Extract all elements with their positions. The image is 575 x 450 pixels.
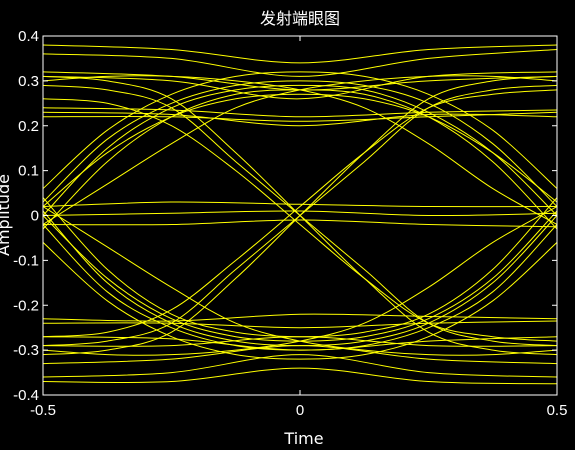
eye-trace-23 <box>43 210 557 347</box>
eye-trace-24 <box>43 224 557 351</box>
eye-trace-37 <box>43 206 557 356</box>
y-tick-label: 0.4 <box>18 28 39 45</box>
eye-trace-33 <box>43 89 557 338</box>
eye-trace-26 <box>43 242 557 360</box>
chart-title: 发射端眼图 <box>260 9 340 28</box>
y-tick-label: 0.1 <box>18 163 39 180</box>
x-axis-label: Time <box>283 429 323 448</box>
y-tick-label: -0.2 <box>13 297 39 314</box>
eye-trace-2 <box>43 49 557 77</box>
eye-trace-8 <box>43 313 557 322</box>
eye-trace-21 <box>43 71 557 189</box>
eye-trace-17 <box>43 219 557 228</box>
eye-trace-4 <box>43 71 557 100</box>
eye-trace-35 <box>43 75 557 225</box>
y-tick-label: -0.3 <box>13 342 39 359</box>
eye-trace-30 <box>43 98 557 342</box>
eye-trace-16 <box>43 210 557 217</box>
x-tick-label: 0 <box>296 402 304 419</box>
eye-trace-19 <box>43 84 557 216</box>
eye-trace-13 <box>43 354 557 378</box>
trace-group <box>43 44 557 385</box>
eye-trace-14 <box>43 367 557 385</box>
eye-trace-15 <box>43 201 557 208</box>
x-axis-ticks: -0.5 0 0.5 <box>30 36 567 419</box>
eye-trace-32 <box>43 84 557 347</box>
y-tick-label: 0.2 <box>18 118 39 135</box>
y-tick-label: -0.4 <box>13 387 39 404</box>
x-tick-label: -0.5 <box>30 402 56 419</box>
y-axis-ticks: -0.4 -0.3 -0.2 -0.1 0 0.1 0.2 0.3 0.4 <box>13 28 557 404</box>
y-tick-label: 0 <box>31 208 39 225</box>
y-tick-label: -0.1 <box>13 252 39 269</box>
y-axis-label: Amplitude <box>0 174 13 256</box>
eye-trace-6 <box>43 111 557 127</box>
eye-trace-9 <box>43 320 557 329</box>
eye-trace-1 <box>43 44 557 64</box>
eye-trace-22 <box>43 93 557 207</box>
x-tick-label: 0.5 <box>547 402 568 419</box>
eye-trace-18 <box>43 80 557 207</box>
y-tick-label: 0.3 <box>18 73 39 90</box>
eye-trace-25 <box>43 197 557 338</box>
